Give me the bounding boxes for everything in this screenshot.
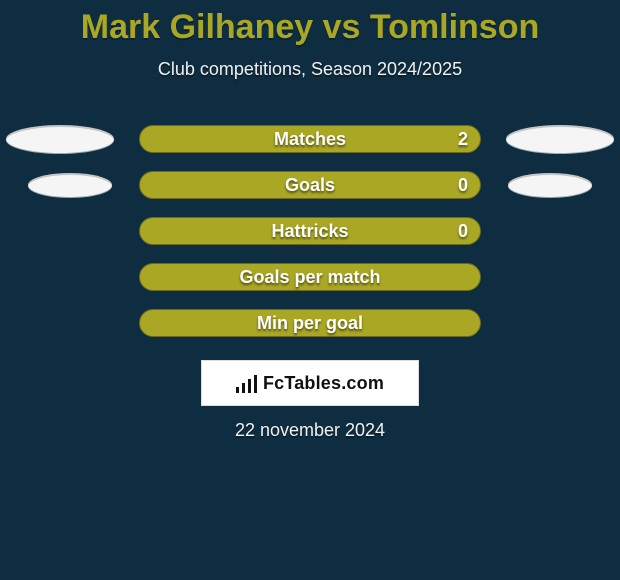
stat-row: Min per goal [0,300,620,346]
stat-row: Goals 0 [0,162,620,208]
stats-rows: Matches 2 Goals 0 Hattricks 0 Goals per match M… [0,116,620,346]
stat-value: 2 [458,129,468,150]
page-title: Mark Gilhaney vs Tomlinson [0,0,620,47]
chart-icon [236,373,257,393]
stat-label: Hattricks [271,221,348,242]
right-marker [506,125,614,153]
stat-label: Goals [285,175,335,196]
stat-bar: Goals 0 [139,171,481,199]
stat-bar: Matches 2 [139,125,481,153]
stat-value: 0 [458,175,468,196]
left-marker [28,173,112,197]
stat-value: 0 [458,221,468,242]
left-marker [6,125,114,153]
stat-row: Hattricks 0 [0,208,620,254]
stat-bar: Hattricks 0 [139,217,481,245]
brand-badge[interactable]: FcTables.com [201,360,419,406]
stat-label: Goals per match [239,267,380,288]
date-text: 22 november 2024 [0,420,620,441]
stat-bar: Goals per match [139,263,481,291]
brand-name: FcTables.com [263,373,384,394]
right-marker [508,173,592,197]
subtitle: Club competitions, Season 2024/2025 [0,59,620,80]
stat-row: Goals per match [0,254,620,300]
stat-bar: Min per goal [139,309,481,337]
stat-row: Matches 2 [0,116,620,162]
stat-label: Matches [274,129,346,150]
stat-label: Min per goal [257,313,363,334]
